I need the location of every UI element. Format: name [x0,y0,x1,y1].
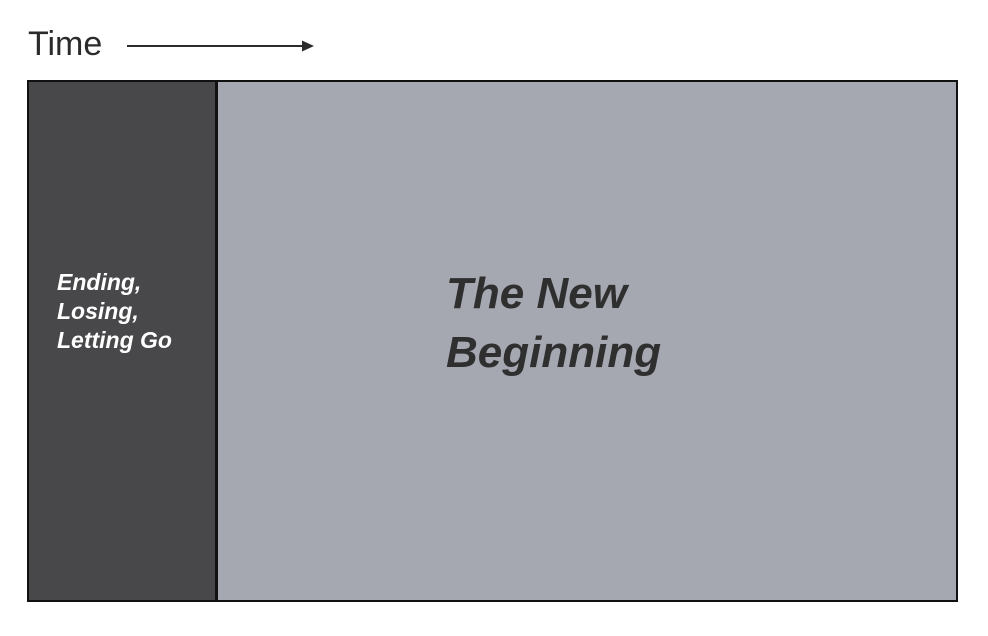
phase-new-beginning-block: The New Beginning [218,82,956,600]
time-label: Time [28,25,103,63]
phase-ending-block: Ending, Losing, Letting Go [29,82,218,600]
transition-diagram-frame: Ending, Losing, Letting Go The New Begin… [27,80,958,602]
right-arrow-icon [127,40,315,52]
phase-new-beginning-label: The New Beginning [446,269,662,377]
phase-ending-label: Ending, Losing, Letting Go [57,269,172,353]
time-axis-header: Time [28,22,316,66]
